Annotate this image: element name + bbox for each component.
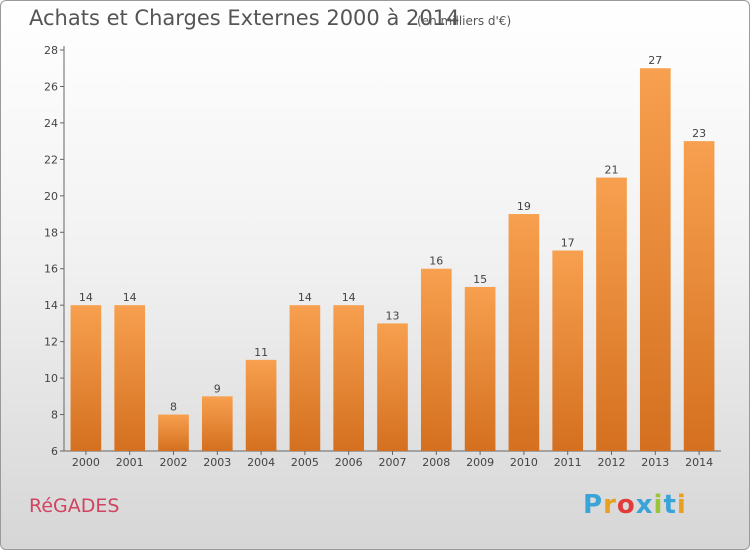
data-label: 14 — [123, 291, 137, 304]
data-label: 19 — [517, 200, 531, 213]
x-tick-label: 2011 — [554, 456, 582, 469]
y-tick-label: 22 — [44, 153, 58, 166]
x-tick-label: 2001 — [116, 456, 144, 469]
bar — [289, 305, 321, 451]
data-label: 8 — [170, 401, 177, 414]
bar — [201, 396, 233, 451]
x-tick-label: 2002 — [160, 456, 188, 469]
y-tick-label: 6 — [51, 445, 58, 458]
x-tick-label: 2010 — [510, 456, 538, 469]
x-tick-label: 2014 — [685, 456, 713, 469]
bar — [639, 68, 671, 452]
y-tick-label: 12 — [44, 336, 58, 349]
data-label: 15 — [473, 273, 487, 286]
y-tick-label: 10 — [44, 372, 58, 385]
x-tick-label: 2012 — [598, 456, 626, 469]
data-label: 9 — [214, 382, 221, 395]
bar — [70, 305, 102, 451]
logo-letter: P — [583, 490, 604, 520]
x-tick-label: 2013 — [641, 456, 669, 469]
bar — [158, 414, 189, 451]
y-tick-label: 18 — [44, 226, 58, 239]
proxiti-logo: Proxiti — [583, 490, 687, 520]
bar — [114, 305, 146, 451]
x-tick-label: 2007 — [379, 456, 407, 469]
logo-letter: x — [635, 490, 654, 520]
town-name: RéGADES — [29, 495, 120, 517]
bar — [552, 250, 584, 451]
data-label: 14 — [342, 291, 356, 304]
y-tick-label: 16 — [44, 263, 58, 276]
bar — [596, 177, 627, 451]
x-tick-label: 2000 — [72, 456, 100, 469]
data-label: 23 — [692, 127, 706, 140]
chart-subtitle: (en milliers d'€) — [417, 14, 512, 28]
y-tick-label: 14 — [44, 299, 58, 312]
logo-letter: o — [616, 490, 636, 520]
logo-letter: t — [663, 490, 677, 520]
x-tick-label: 2005 — [291, 456, 319, 469]
bar — [377, 323, 408, 451]
data-label: 13 — [386, 309, 400, 322]
data-label: 16 — [429, 255, 443, 268]
data-label: 17 — [561, 237, 575, 250]
data-label: 11 — [254, 346, 268, 359]
data-label: 14 — [298, 291, 312, 304]
y-tick-label: 24 — [44, 117, 58, 130]
data-label: 27 — [648, 54, 662, 67]
logo-letter: i — [676, 490, 687, 520]
bar — [464, 286, 496, 451]
y-tick-label: 20 — [44, 190, 58, 203]
bar — [333, 305, 365, 451]
data-label: 14 — [79, 291, 93, 304]
bar — [420, 268, 452, 451]
logo-letter: r — [603, 490, 617, 520]
x-tick-label: 2008 — [422, 456, 450, 469]
x-tick-label: 2009 — [466, 456, 494, 469]
y-tick-label: 8 — [51, 409, 58, 422]
logo-letter: i — [653, 490, 664, 520]
bar — [245, 359, 277, 451]
x-tick-label: 2006 — [335, 456, 363, 469]
chart-title: Achats et Charges Externes 2000 à 2014 — [29, 6, 460, 30]
bar — [683, 141, 715, 452]
y-tick-label: 28 — [44, 44, 58, 57]
data-label: 21 — [605, 164, 619, 177]
bar — [508, 214, 540, 451]
y-tick-label: 26 — [44, 80, 58, 93]
x-tick-label: 2004 — [247, 456, 275, 469]
x-tick-label: 2003 — [203, 456, 231, 469]
